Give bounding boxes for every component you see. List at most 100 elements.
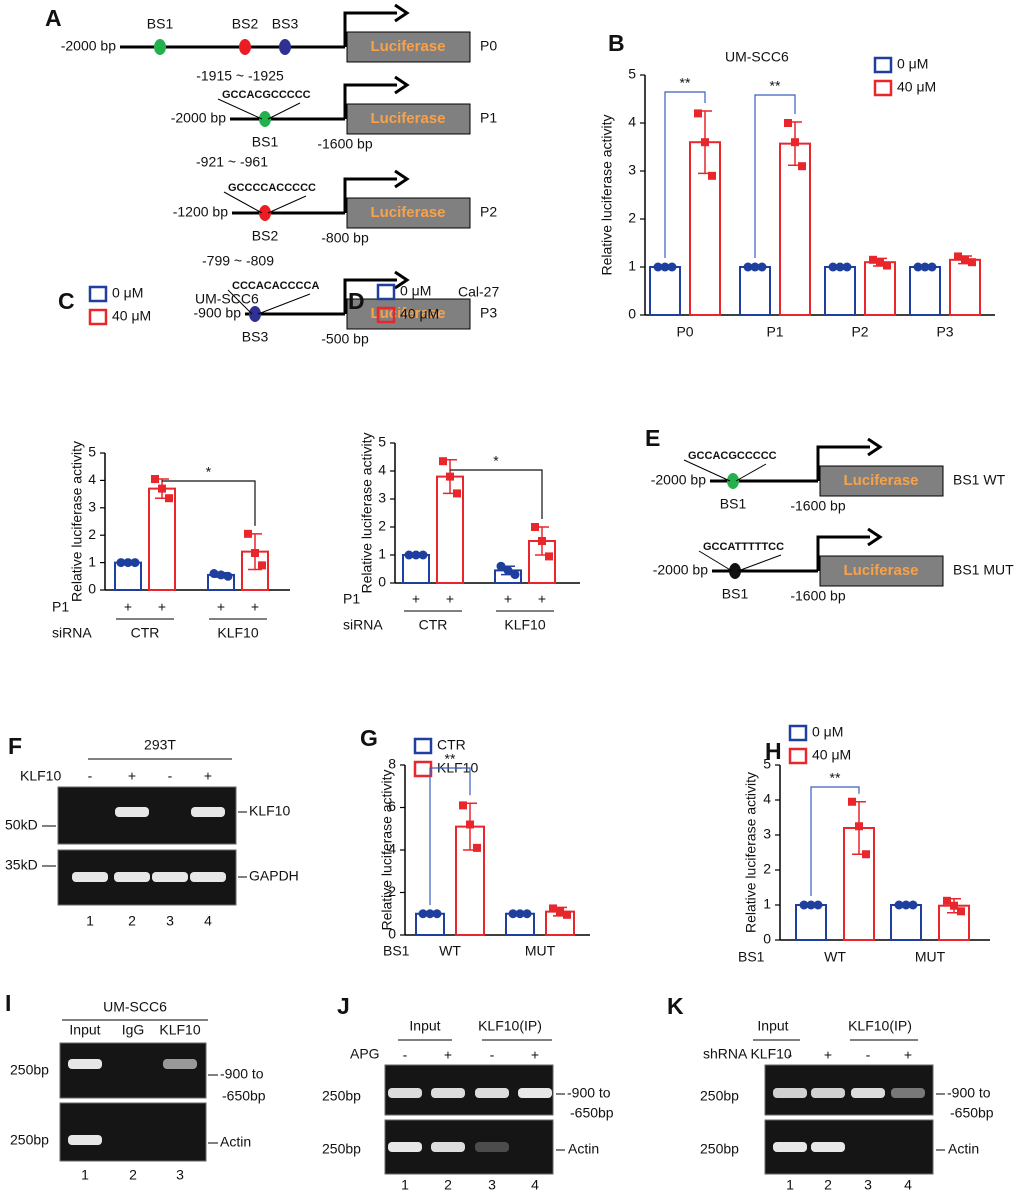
site-label: BS2 bbox=[252, 228, 279, 244]
band bbox=[773, 1088, 807, 1098]
line bbox=[683, 459, 731, 482]
legend-label: 40 μM bbox=[112, 308, 151, 324]
data-point bbox=[876, 258, 884, 267]
legend-swatch bbox=[788, 724, 808, 742]
significance-bracket bbox=[664, 91, 706, 259]
panel-letter: A bbox=[45, 5, 62, 31]
lane-number: 1 bbox=[86, 913, 94, 929]
x-tick-label: CTR bbox=[131, 625, 160, 641]
data-point bbox=[244, 529, 252, 538]
panel-letter: F bbox=[8, 733, 22, 759]
band bbox=[72, 872, 108, 882]
panel-letter: C bbox=[58, 288, 75, 314]
axis-label: Relative luciferase activity bbox=[69, 441, 85, 602]
axis-label: Relative luciferase activity bbox=[359, 432, 375, 593]
lane-number: 3 bbox=[488, 1177, 496, 1193]
sequence: GCCACGCCCCC bbox=[688, 450, 777, 462]
sequence: GCCATTTTTCC bbox=[703, 541, 784, 553]
bar bbox=[909, 266, 941, 316]
promoter-arrow bbox=[343, 83, 397, 119]
treatment: + bbox=[824, 1047, 832, 1063]
data-point bbox=[453, 489, 461, 498]
data-point bbox=[515, 909, 525, 919]
band bbox=[163, 1059, 197, 1069]
data-point bbox=[473, 843, 481, 852]
reporter-box bbox=[346, 103, 471, 135]
construct-end: -1600 bp bbox=[790, 498, 845, 514]
cell-line: 293T bbox=[144, 737, 176, 753]
x-tick-label: P1 bbox=[766, 324, 783, 340]
promoter-arrow bbox=[816, 445, 870, 481]
bar bbox=[779, 142, 811, 316]
treatment: - bbox=[490, 1047, 495, 1063]
significance-bracket bbox=[754, 94, 796, 259]
data-point bbox=[418, 550, 428, 560]
row-label: P1 bbox=[52, 599, 69, 615]
lane-number: 2 bbox=[128, 913, 136, 929]
significance: * bbox=[206, 464, 212, 480]
legend-swatch bbox=[88, 308, 108, 326]
band-label: -650bp bbox=[950, 1105, 994, 1121]
bar bbox=[114, 561, 142, 591]
bar bbox=[649, 266, 681, 316]
reporter-box bbox=[819, 465, 944, 497]
construct-name: BS1 MUT bbox=[953, 562, 1014, 578]
data-point bbox=[883, 261, 891, 270]
data-point bbox=[130, 558, 140, 568]
data-point bbox=[791, 138, 799, 147]
band bbox=[114, 872, 150, 882]
data-point bbox=[848, 797, 856, 806]
legend-swatch bbox=[873, 56, 893, 74]
y-tick-label: 5 bbox=[88, 444, 96, 460]
reporter-box bbox=[346, 197, 471, 229]
y-tick-label: 4 bbox=[628, 114, 636, 130]
arrow-head bbox=[867, 437, 883, 457]
line bbox=[737, 554, 782, 572]
reporter: Luciferase bbox=[370, 204, 445, 221]
band-label: -900 to bbox=[220, 1066, 264, 1082]
row-value: + bbox=[251, 599, 259, 615]
data-point bbox=[799, 900, 809, 910]
band-label: Actin bbox=[220, 1134, 251, 1150]
y-tick-label: 1 bbox=[763, 896, 771, 912]
panel-letter: B bbox=[608, 30, 625, 56]
treatment: + bbox=[904, 1047, 912, 1063]
data-point bbox=[828, 262, 838, 272]
site-label: BS3 bbox=[242, 329, 269, 345]
data-point bbox=[151, 475, 159, 484]
panel-letter: D bbox=[348, 288, 365, 314]
band-label: Actin bbox=[948, 1141, 979, 1157]
treatment: + bbox=[531, 1047, 539, 1063]
legend-swatch bbox=[788, 747, 808, 765]
data-point bbox=[123, 558, 133, 568]
band bbox=[518, 1088, 552, 1098]
binding-site bbox=[249, 306, 261, 322]
data-point bbox=[862, 850, 870, 859]
data-point bbox=[165, 494, 173, 503]
construct-start: -2000 bp bbox=[651, 472, 706, 488]
promoter-arrow bbox=[343, 11, 397, 47]
row-label: siRNA bbox=[343, 617, 383, 633]
data-point bbox=[459, 801, 467, 810]
row-label: BS1 bbox=[383, 943, 410, 959]
panel-letter: G bbox=[360, 725, 378, 751]
arrow-head bbox=[394, 270, 410, 290]
y-tick-label: 2 bbox=[763, 861, 771, 877]
data-point bbox=[842, 262, 852, 272]
site-label: BS3 bbox=[272, 16, 299, 32]
x-tick-label: MUT bbox=[525, 943, 556, 959]
legend-label: 0 μM bbox=[400, 283, 431, 299]
significance-bracket bbox=[162, 480, 256, 526]
range-label: -1915 ~ -1925 bbox=[196, 68, 284, 84]
data-point bbox=[901, 900, 911, 910]
bar bbox=[843, 827, 875, 941]
treatment: - bbox=[866, 1047, 871, 1063]
band bbox=[475, 1142, 509, 1152]
lane-number: 3 bbox=[176, 1167, 184, 1183]
data-point bbox=[757, 262, 767, 272]
y-tick-label: 5 bbox=[628, 66, 636, 82]
data-point bbox=[813, 900, 823, 910]
y-tick-label: 0 bbox=[763, 931, 771, 947]
data-point bbox=[750, 262, 760, 272]
